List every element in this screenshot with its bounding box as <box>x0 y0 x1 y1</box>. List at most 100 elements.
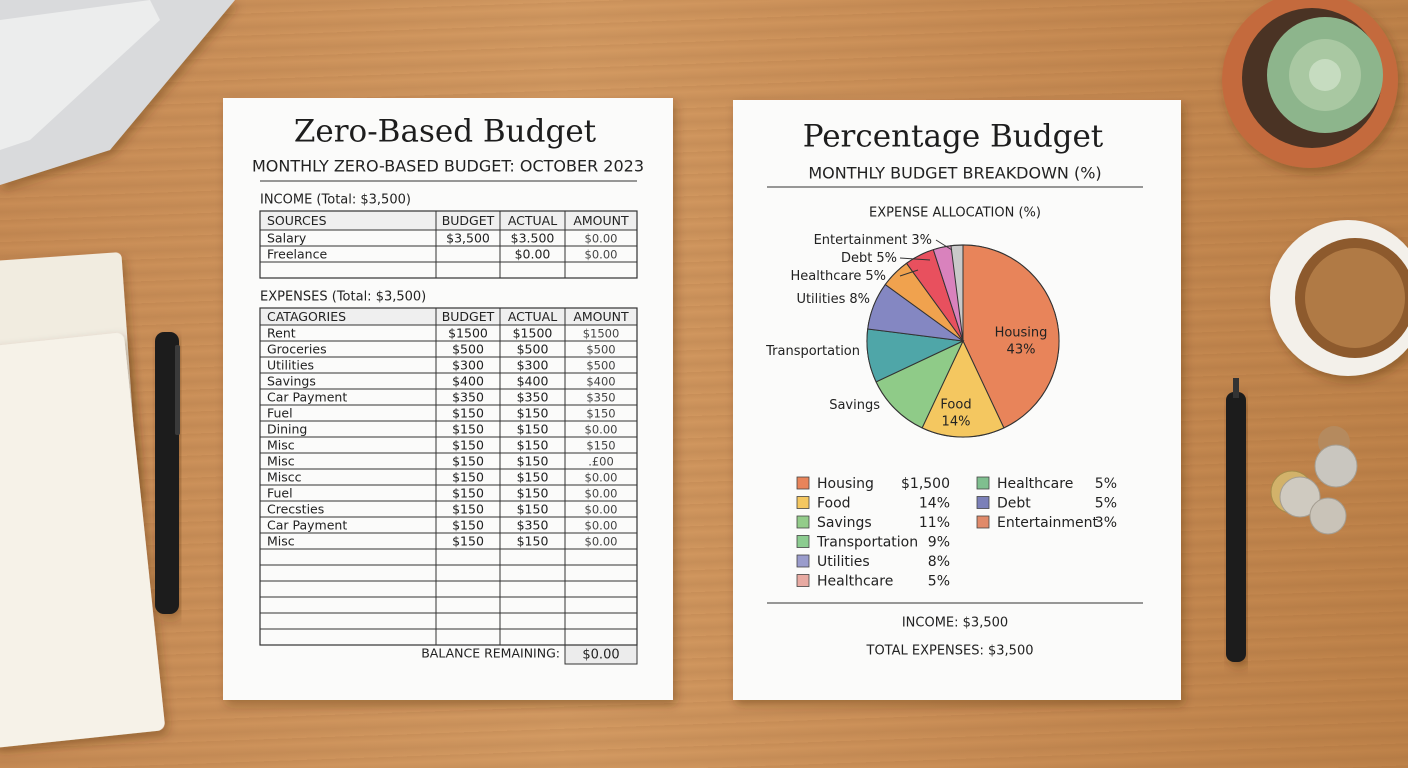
coffee-cup <box>1270 220 1408 376</box>
legend-value: 5% <box>1095 496 1117 512</box>
legend-label: Savings <box>817 515 872 531</box>
laptop <box>0 0 235 185</box>
table-cell: Misc <box>267 454 295 469</box>
table-cell: Car Payment <box>267 518 347 533</box>
legend-swatch <box>796 554 810 568</box>
slice-label-group: Healthcare 5% <box>791 269 886 284</box>
table-cell: $500 <box>452 342 484 357</box>
pie-slice <box>921 339 1005 438</box>
slice-label-group: Entertainment 3% <box>814 233 932 248</box>
table-cell: $0.00 <box>585 232 618 246</box>
table-cell: $150 <box>517 470 549 485</box>
legend-swatch <box>976 515 990 529</box>
table-cell: $150 <box>452 534 484 549</box>
table-header: CATAGORIES <box>267 309 346 324</box>
table-cell: $150 <box>586 439 615 453</box>
table-cell: $150 <box>517 454 549 469</box>
leader-line <box>899 257 931 261</box>
table-cell: $300 <box>452 358 484 373</box>
slice-label-group: Transportation <box>765 344 860 359</box>
table-cell: $1500 <box>448 326 488 341</box>
table-cell: Misc <box>267 534 295 549</box>
table-cell: $400 <box>586 375 615 389</box>
slice-label: Healthcare <box>791 269 862 284</box>
legend-value: 8% <box>928 554 950 570</box>
table-cell: $500 <box>586 343 615 357</box>
table-cell: $500 <box>586 359 615 373</box>
table-cell: Car Payment <box>267 390 347 405</box>
table-cell: $150 <box>517 406 549 421</box>
legend-label: Healthcare <box>817 574 893 590</box>
table-cell: $150 <box>452 470 484 485</box>
legend-label: Healthcare <box>997 476 1073 492</box>
legend-swatch <box>976 476 990 490</box>
coins <box>1270 426 1358 535</box>
income-heading: INCOME (Total: $3,500) <box>260 193 411 208</box>
slice-label: Debt <box>841 251 872 266</box>
income-total: INCOME: $3,500 <box>902 616 1008 631</box>
slice-value-label: 8% <box>849 292 870 307</box>
legend-label: Housing <box>817 476 874 492</box>
table-cell: $150 <box>517 486 549 501</box>
table-cell: Groceries <box>267 342 327 357</box>
table-header: BUDGET <box>442 213 495 228</box>
slice-label: Entertainment <box>814 233 908 248</box>
slice-label: Housing <box>995 326 1048 341</box>
table-cell: $150 <box>452 486 484 501</box>
table-cell: $150 <box>586 407 615 421</box>
table-header: BUDGET <box>442 309 495 324</box>
table-header: ACTUAL <box>508 213 557 228</box>
slice-value-label: 5% <box>865 269 886 284</box>
table-cell: Savings <box>267 374 316 389</box>
slice-value-label: 3% <box>911 233 932 248</box>
table-cell: $350 <box>586 391 615 405</box>
legend-value: 14% <box>919 496 950 512</box>
table-cell: Utilities <box>267 358 314 373</box>
table-cell: $0.00 <box>585 535 618 549</box>
table-cell: Fuel <box>267 406 293 421</box>
table-cell: Miscc <box>267 470 302 485</box>
table-cell: .£00 <box>588 455 614 469</box>
legend-value: 5% <box>1095 476 1117 492</box>
legend-swatch <box>976 496 990 509</box>
pen-right <box>1226 378 1246 662</box>
legend-value: 5% <box>928 574 950 590</box>
legend-label: Utilities <box>817 554 870 570</box>
table-cell: Crecsties <box>267 502 324 517</box>
slice-label-group: Utilities 8% <box>796 292 870 307</box>
slice-value-label: 14% <box>942 415 971 430</box>
table-cell: $400 <box>517 374 549 389</box>
pie-slice <box>932 245 964 342</box>
slice-label-group: Debt 5% <box>841 251 897 266</box>
table-header-bg <box>260 211 637 230</box>
table-cell: $150 <box>452 454 484 469</box>
legend-swatch <box>796 574 810 587</box>
table-header: AMOUNT <box>573 309 629 324</box>
sheet-title: Percentage Budget <box>803 119 1104 155</box>
paper-left <box>223 98 673 700</box>
table-cell: $150 <box>517 502 549 517</box>
legend-value: 9% <box>928 535 950 551</box>
table-cell: $0.00 <box>585 519 618 533</box>
table-cell: Fuel <box>267 486 293 501</box>
slice-label-group: Savings <box>829 398 880 413</box>
slice-label: Utilities <box>796 292 845 307</box>
chart-title: EXPENSE ALLOCATION (%) <box>869 206 1041 221</box>
balance-value: $0.00 <box>582 648 619 663</box>
table-cell: $3,500 <box>446 231 490 246</box>
pie-chart: Housing 43% Food 14% Savings Transportation Ut… <box>765 233 1060 438</box>
table-cell: Freelance <box>267 247 327 262</box>
table-cell: $150 <box>452 518 484 533</box>
legend-label: Entertainment <box>997 515 1099 531</box>
table-cell: Dining <box>267 422 307 437</box>
table-cell: $150 <box>452 422 484 437</box>
legend-label: Food <box>817 496 851 512</box>
table-cell: Salary <box>267 231 307 246</box>
table-cell: $150 <box>517 422 549 437</box>
table-cell: $3.500 <box>511 231 555 246</box>
pie-slice <box>962 244 1060 429</box>
legend-swatch <box>796 535 810 548</box>
legend-swatch <box>796 476 810 490</box>
expenses-heading: EXPENSES (Total: $3,500) <box>260 290 426 305</box>
